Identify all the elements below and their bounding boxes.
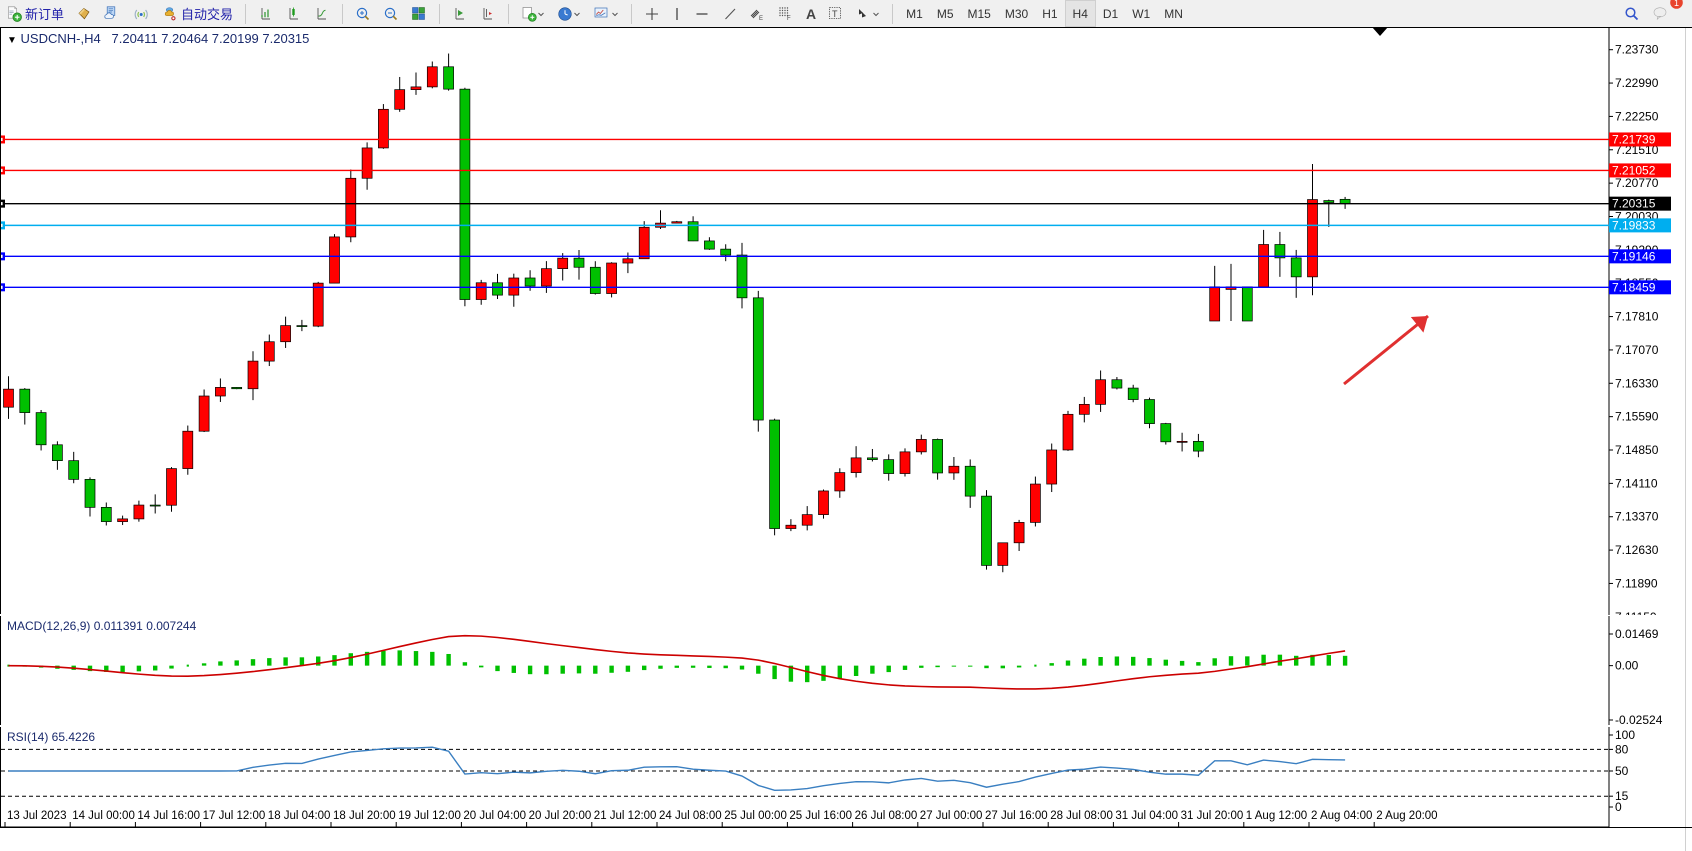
svg-text:7.18459: 7.18459 (1612, 280, 1656, 294)
svg-text:7.14110: 7.14110 (1615, 476, 1658, 490)
svg-text:E: E (759, 16, 763, 22)
svg-text:14 Jul 16:00: 14 Jul 16:00 (137, 810, 200, 822)
svg-text:26 Jul 08:00: 26 Jul 08:00 (855, 810, 918, 822)
svg-text:27 Jul 00:00: 27 Jul 00:00 (920, 810, 983, 822)
svg-text:27 Jul 16:00: 27 Jul 16:00 (985, 810, 1048, 822)
svg-text:7.11150: 7.11150 (1615, 610, 1657, 615)
svg-text:2 Aug 20:00: 2 Aug 20:00 (1376, 810, 1437, 822)
svg-text:7.20770: 7.20770 (1615, 176, 1659, 190)
svg-text:-0.02524: -0.02524 (1615, 713, 1663, 725)
svg-text:31 Jul 20:00: 31 Jul 20:00 (1181, 810, 1244, 822)
svg-text:0.00: 0.00 (1615, 659, 1639, 673)
svg-text:25 Jul 16:00: 25 Jul 16:00 (789, 810, 852, 822)
svg-text:7.12630: 7.12630 (1615, 543, 1659, 557)
svg-text:1 Aug 12:00: 1 Aug 12:00 (1246, 810, 1307, 822)
svg-text:80: 80 (1615, 742, 1629, 756)
svg-text:0: 0 (1615, 800, 1622, 814)
svg-text:F: F (787, 16, 791, 22)
svg-text:7.21052: 7.21052 (1612, 163, 1656, 177)
svg-text:7.22250: 7.22250 (1615, 109, 1659, 123)
svg-text:50: 50 (1615, 764, 1629, 778)
svg-text:7.16330: 7.16330 (1615, 376, 1659, 390)
svg-text:19 Jul 12:00: 19 Jul 12:00 (398, 810, 461, 822)
svg-text:17 Jul 12:00: 17 Jul 12:00 (203, 810, 266, 822)
svg-text:25 Jul 00:00: 25 Jul 00:00 (724, 810, 787, 822)
svg-text:31 Jul 04:00: 31 Jul 04:00 (1115, 810, 1178, 822)
svg-text:7.13370: 7.13370 (1615, 510, 1659, 524)
svg-text:7.15590: 7.15590 (1615, 410, 1659, 424)
svg-text:7.19146: 7.19146 (1612, 249, 1656, 263)
svg-text:2 Aug 04:00: 2 Aug 04:00 (1311, 810, 1372, 822)
svg-text:7.20315: 7.20315 (1612, 197, 1656, 211)
svg-text:20 Jul 20:00: 20 Jul 20:00 (529, 810, 592, 822)
svg-text:24 Jul 08:00: 24 Jul 08:00 (659, 810, 722, 822)
svg-text:0.01469: 0.01469 (1615, 627, 1659, 641)
svg-text:7.22990: 7.22990 (1615, 76, 1659, 90)
svg-text:7.23730: 7.23730 (1615, 43, 1659, 57)
svg-text:7.17070: 7.17070 (1615, 343, 1659, 357)
svg-text:7.19833: 7.19833 (1612, 218, 1656, 232)
svg-text:13 Jul 2023: 13 Jul 2023 (7, 810, 66, 822)
svg-text:21 Jul 12:00: 21 Jul 12:00 (594, 810, 657, 822)
svg-text:100: 100 (1615, 728, 1635, 742)
svg-text:7.14850: 7.14850 (1615, 443, 1659, 457)
svg-text:28 Jul 08:00: 28 Jul 08:00 (1050, 810, 1113, 822)
svg-text:7.21739: 7.21739 (1612, 132, 1656, 146)
svg-text:14 Jul 00:00: 14 Jul 00:00 (72, 810, 135, 822)
svg-text:7.17810: 7.17810 (1615, 310, 1659, 324)
svg-text:1: 1 (1674, 0, 1679, 7)
svg-text:18 Jul 04:00: 18 Jul 04:00 (268, 810, 331, 822)
svg-text:7.11890: 7.11890 (1615, 576, 1658, 590)
svg-text:18 Jul 20:00: 18 Jul 20:00 (333, 810, 396, 822)
svg-text:20 Jul 04:00: 20 Jul 04:00 (463, 810, 526, 822)
svg-text:T: T (832, 9, 838, 19)
